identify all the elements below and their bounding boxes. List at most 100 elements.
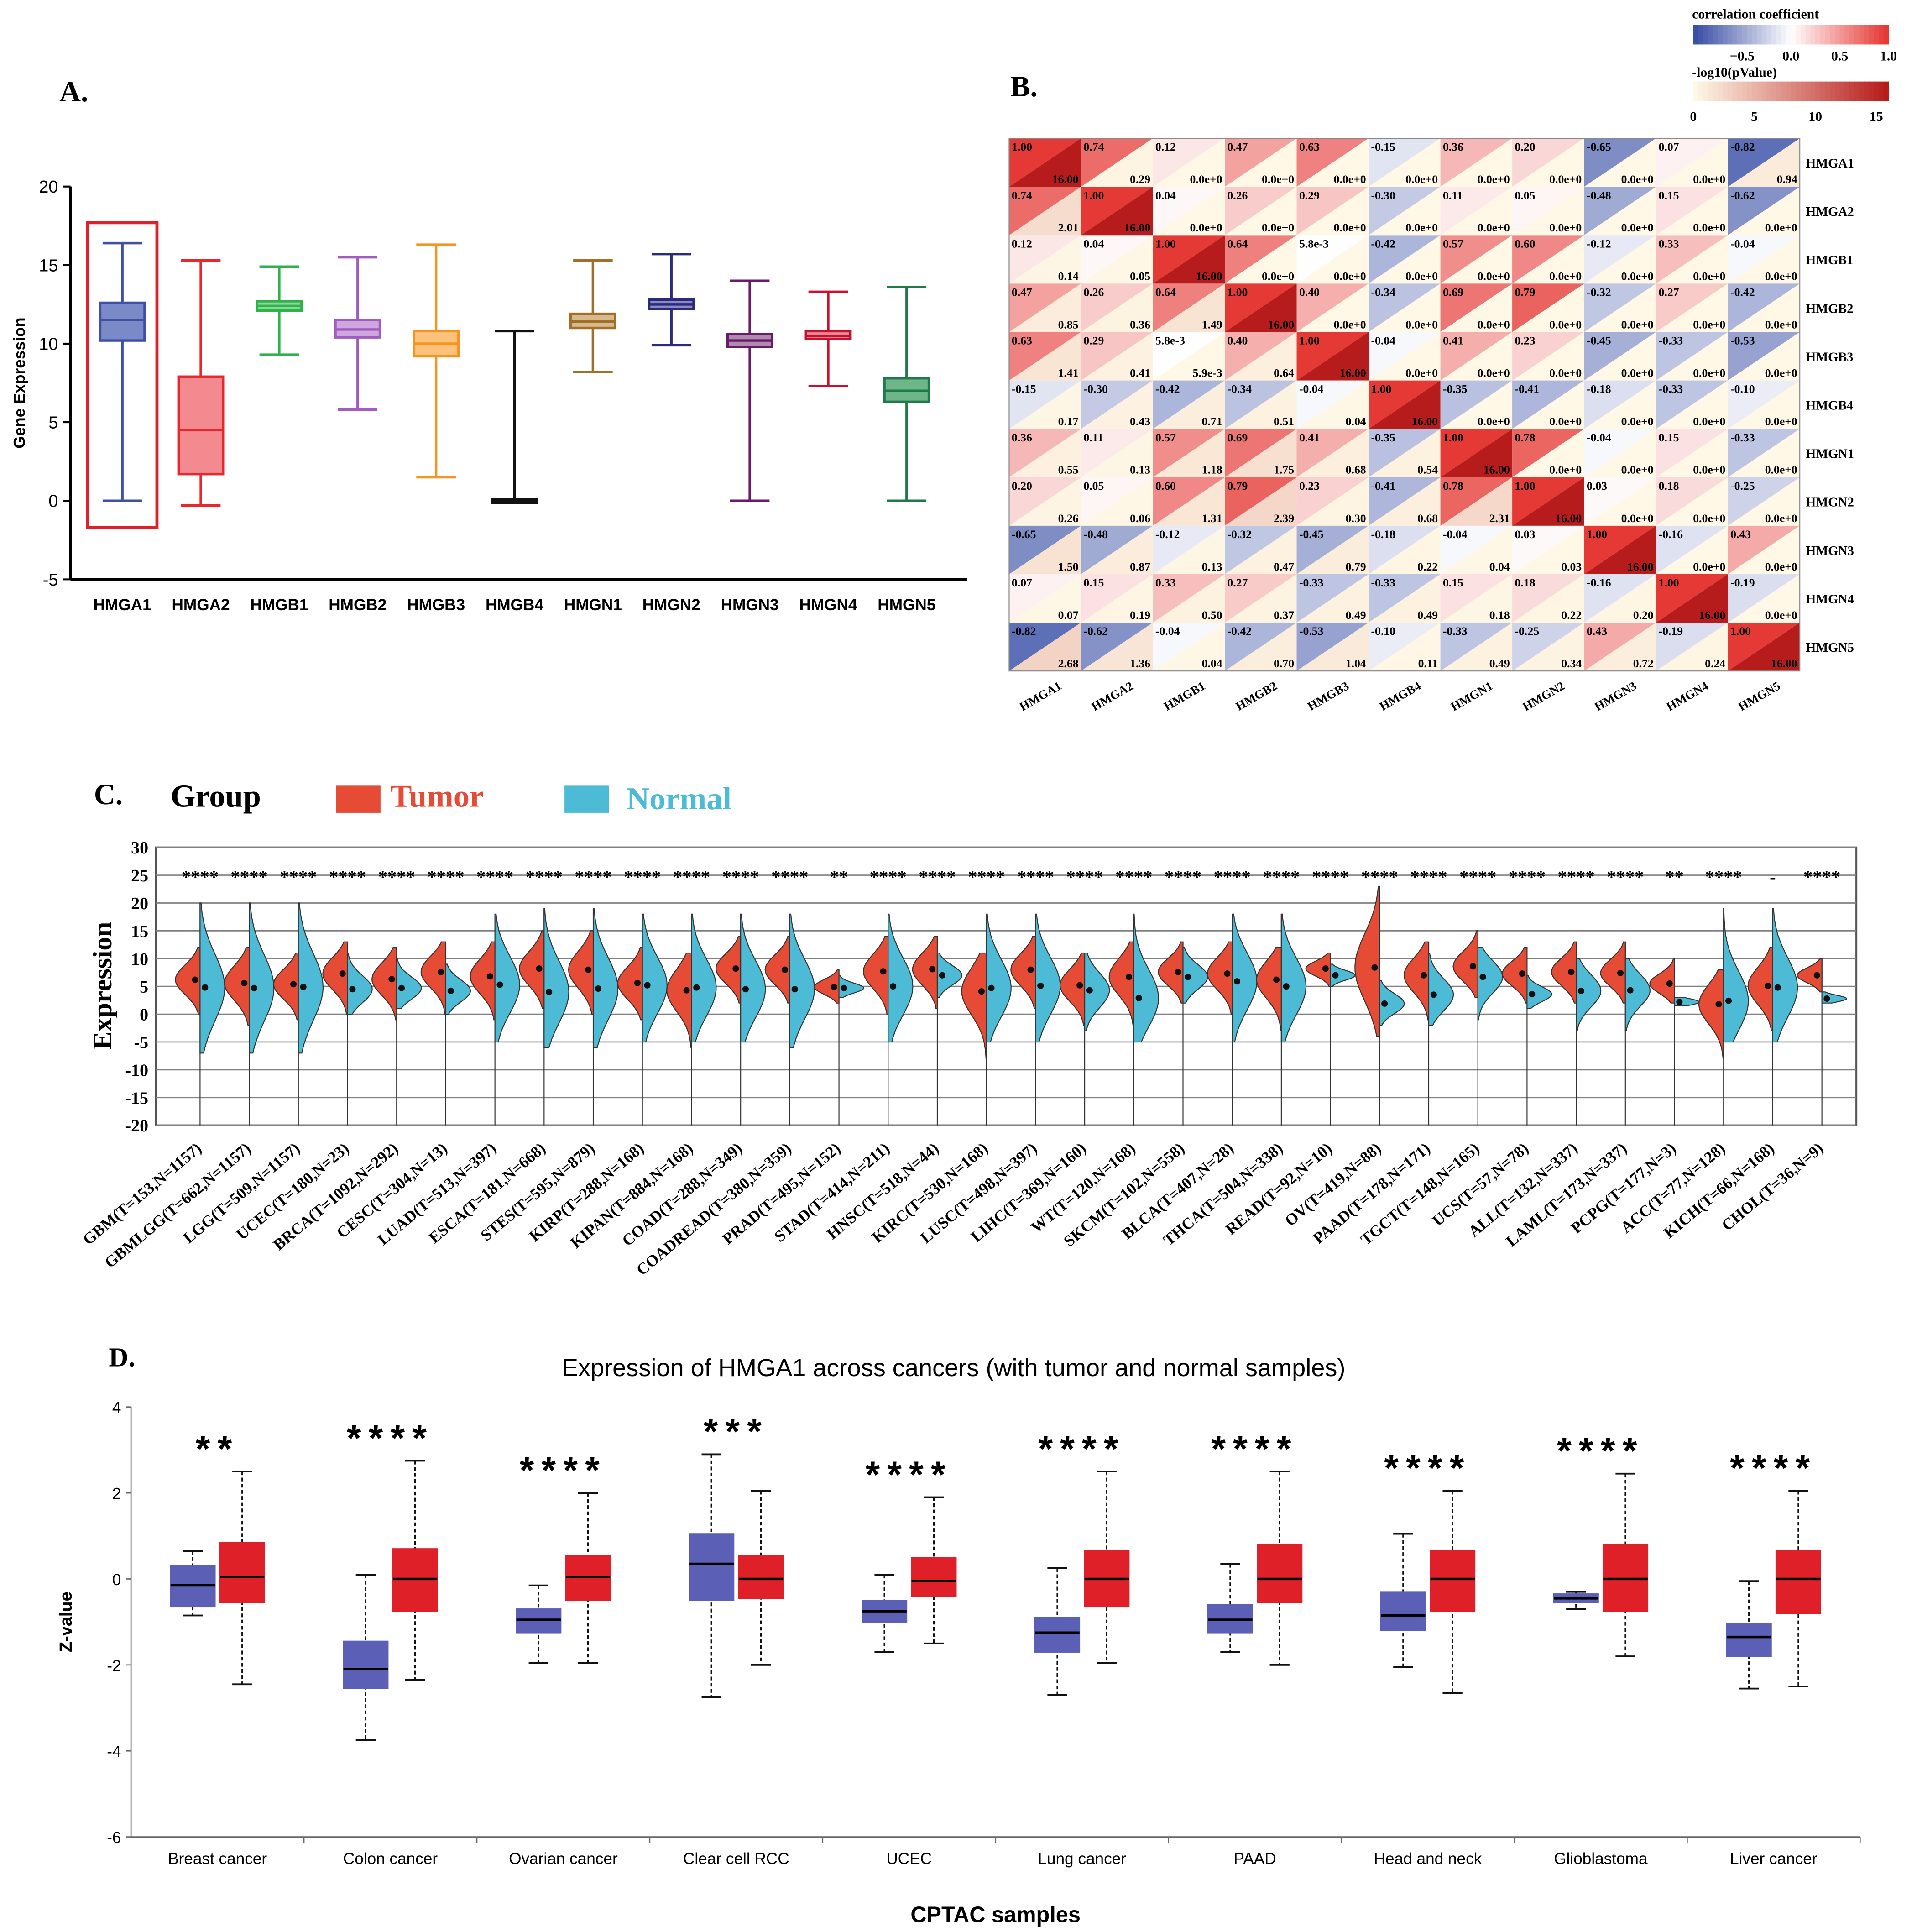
cell-cor-label: -0.33 xyxy=(1443,624,1468,638)
cell-p-label: 0.06 xyxy=(1130,512,1150,525)
panel-a: A. -5 0 5 10 15 20 Gene Expression HMGA1 HMGA2 HMG… xyxy=(10,75,967,614)
significance-label: **** xyxy=(520,1450,607,1491)
normal-median-dot xyxy=(1332,972,1339,979)
cell-cor-label: 0.33 xyxy=(1155,576,1176,589)
x-axis-label: CPTAC samples xyxy=(910,1902,1081,1927)
cell-p-label: 0.0e+0 xyxy=(1478,173,1510,186)
cell-cor-triangle xyxy=(1081,574,1153,623)
tumor-median-dot xyxy=(1519,970,1525,977)
cell-cor-triangle xyxy=(1656,477,1728,526)
normal-median-dot xyxy=(1381,1000,1388,1007)
cell-p-label: 0.0e+0 xyxy=(1549,173,1582,186)
normal-median-dot xyxy=(398,984,405,991)
cell-cor-label: 0.63 xyxy=(1012,334,1032,347)
legend-p-cell xyxy=(1761,81,1767,101)
cell-p-triangle xyxy=(1369,235,1441,284)
significance-label: **** xyxy=(1410,867,1447,887)
cell-p-triangle xyxy=(1369,187,1441,236)
x-tick-label: HMGN5 xyxy=(878,596,935,614)
significance-label: **** xyxy=(1705,867,1742,887)
cell-p-triangle xyxy=(1656,623,1728,671)
legend-p-cell xyxy=(1713,81,1719,101)
cell-cor-triangle xyxy=(1081,380,1153,429)
legend-p-cell xyxy=(1698,81,1704,101)
normal-median-dot xyxy=(1627,987,1634,994)
cell-cor-label: 0.20 xyxy=(1012,479,1032,492)
panel-d: D. Expression of HMGA1 across cancers (wi… xyxy=(57,1342,1861,1927)
row-label: HMGB4 xyxy=(1806,398,1853,413)
cell-cor-triangle xyxy=(1369,187,1441,236)
cell-cor-label: -0.53 xyxy=(1299,624,1324,638)
cell-cor-label: -0.33 xyxy=(1299,576,1324,589)
significance-label: **** xyxy=(1211,1429,1298,1470)
cell-cor-label: -0.32 xyxy=(1227,528,1252,541)
cell-p-label: 0.0e+0 xyxy=(1190,173,1222,186)
legend-p-cell xyxy=(1834,81,1840,101)
cell-cor-label: 0.57 xyxy=(1155,431,1176,444)
tumor-median-dot xyxy=(1371,964,1378,971)
cell-cor-label: -0.62 xyxy=(1083,624,1108,638)
cell-p-label: 0.0e+0 xyxy=(1765,269,1797,283)
tumor-violin xyxy=(1403,941,1430,1021)
cell-p-triangle xyxy=(1440,477,1513,526)
legend-normal-label: Normal xyxy=(626,781,731,817)
normal-median-dot xyxy=(1823,995,1830,1002)
cell-p-label: 0.20 xyxy=(1633,608,1654,622)
cell-p-triangle xyxy=(1440,138,1513,187)
cell-p-triangle xyxy=(1009,187,1081,236)
row-label: HMGN2 xyxy=(1806,496,1854,510)
cell-p-label: 1.31 xyxy=(1202,512,1222,525)
cell-p-label: 0.0e+0 xyxy=(1478,221,1510,234)
cell-p-label: 0.79 xyxy=(1346,560,1366,573)
cell-cor-label: 0.18 xyxy=(1659,479,1679,492)
tumor-median-dot xyxy=(1765,982,1771,989)
tumor-violin xyxy=(1551,941,1577,1004)
cell-cor-triangle xyxy=(1153,574,1225,623)
cell-cor-label: -0.30 xyxy=(1371,188,1395,202)
cell-cor-label: 0.11 xyxy=(1443,188,1463,202)
legend-tumor-label: Tumor xyxy=(391,778,484,814)
cell-p-triangle xyxy=(1225,138,1297,187)
normal-violin xyxy=(1035,913,1061,1043)
cell-p-label: 16.00 xyxy=(1555,512,1582,525)
significance-label: ** xyxy=(196,1429,240,1470)
legend-cor-cell xyxy=(1723,25,1729,45)
cell-p-triangle xyxy=(1009,380,1081,429)
cell-p-label: 0.0e+0 xyxy=(1478,269,1510,283)
cell-p-label: 1.75 xyxy=(1274,463,1294,476)
cell-cor-label: 1.00 xyxy=(1012,140,1032,153)
cell-p-label: 0.26 xyxy=(1058,512,1079,525)
cell-p-label: 0.0e+0 xyxy=(1334,173,1366,186)
legend-cor-cell xyxy=(1742,25,1748,45)
cell-p-triangle xyxy=(1512,477,1584,526)
normal-violin xyxy=(1723,908,1749,1043)
cell-p-triangle xyxy=(1440,380,1513,429)
cell-cor-triangle xyxy=(1225,283,1297,332)
y-tick-label: -6 xyxy=(107,1829,121,1847)
legend-cor-cell xyxy=(1771,25,1777,45)
cell-cor-triangle xyxy=(1009,525,1081,574)
tumor-violin xyxy=(961,952,987,1059)
cell-p-triangle xyxy=(1728,380,1800,429)
cell-cor-triangle xyxy=(1153,525,1225,574)
cell-cor-label: -0.33 xyxy=(1730,431,1755,444)
normal-violin xyxy=(249,902,275,1054)
legend-cor-cell xyxy=(1834,25,1840,45)
cell-p-label: 0.0e+0 xyxy=(1262,173,1294,186)
cell-p-triangle xyxy=(1225,380,1297,429)
significance-label: **** xyxy=(1214,867,1251,887)
legend-cor-cell xyxy=(1874,25,1880,45)
significance-label: **** xyxy=(1165,867,1201,887)
significance-label: ** xyxy=(830,867,848,887)
significance-label: **** xyxy=(624,867,661,887)
cell-cor-label: 0.74 xyxy=(1012,188,1032,202)
y-tick-label: 20 xyxy=(131,894,148,913)
cell-p-triangle xyxy=(1009,332,1081,381)
tumor-median-dot xyxy=(1125,974,1132,980)
cell-p-label: 0.0e+0 xyxy=(1549,463,1582,476)
highlight-box xyxy=(86,221,159,529)
cell-cor-triangle xyxy=(1225,429,1297,477)
cell-cor-label: 1.00 xyxy=(1659,576,1679,589)
cell-p-triangle xyxy=(1512,283,1584,332)
cell-cor-label: -0.82 xyxy=(1730,140,1755,153)
